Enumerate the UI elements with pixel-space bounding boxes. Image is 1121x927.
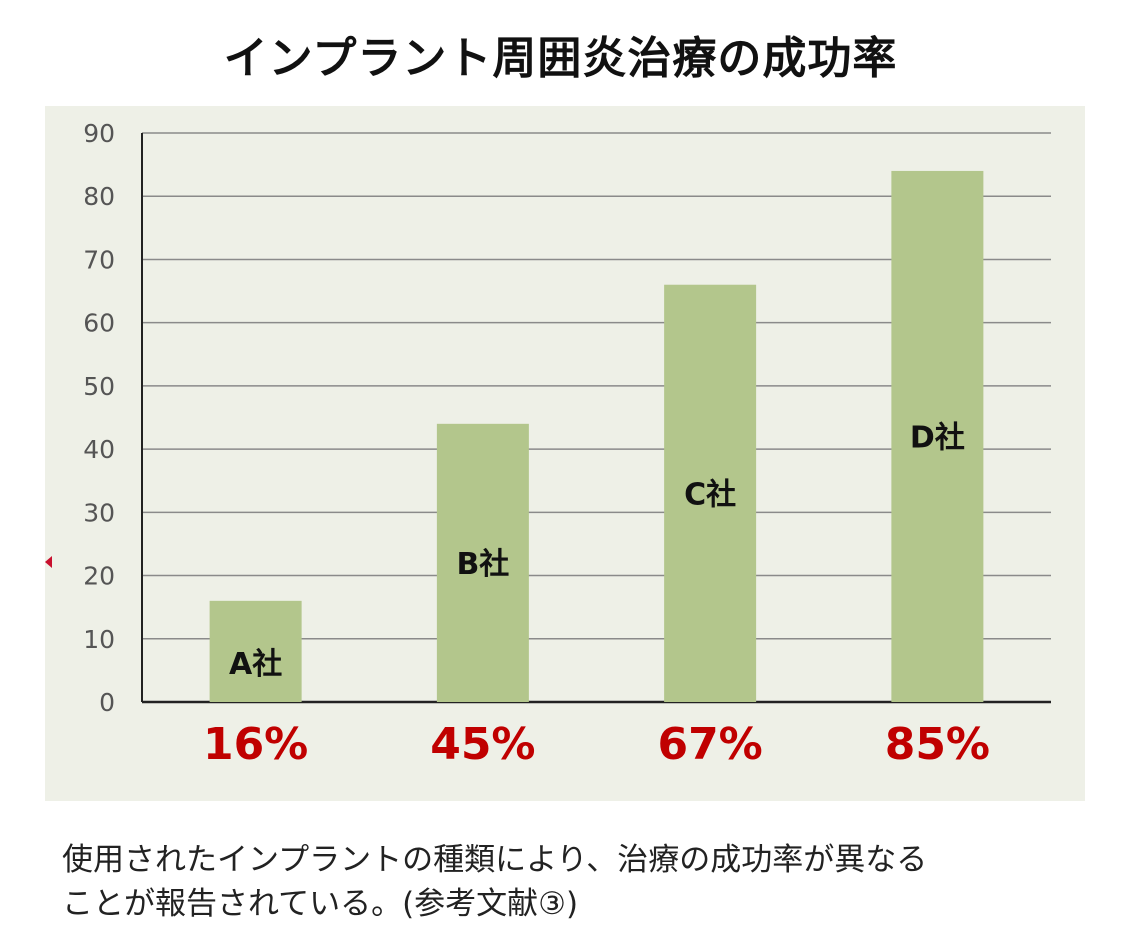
bar-3 (664, 284, 757, 702)
bar-1 (209, 600, 302, 702)
bar-4 (891, 170, 984, 702)
percent-label: 16% (203, 719, 308, 770)
chart-title: インプラント周囲炎治療の成功率 (223, 33, 898, 84)
y-tick-label: 80 (83, 182, 115, 211)
percent-label: 45% (430, 719, 535, 770)
y-tick-label: 90 (83, 119, 115, 148)
category-label: D社 (910, 420, 965, 455)
percent-label: 67% (657, 719, 762, 770)
bar-2 (436, 423, 529, 702)
chart-caption: 使用されたインプラントの種類により、治療の成功率が異なる ことが報告されている。… (62, 842, 928, 922)
side-marker-icon (45, 556, 52, 568)
category-label: C社 (684, 477, 736, 512)
category-label: B社 (456, 547, 509, 582)
y-tick-label: 10 (83, 625, 115, 654)
y-tick-label: 0 (99, 688, 115, 717)
y-tick-label: 50 (83, 372, 115, 401)
y-tick-label: 70 (83, 245, 115, 274)
bar-chart: 0 10 20 30 40 50 60 70 80 90 A社 16% B社 45% C社 67% D社 85% (83, 119, 1051, 770)
chart-panel: 0 10 20 30 40 50 60 70 80 90 A社 16% B社 45% C社 67% D社 85% (45, 106, 1085, 801)
y-tick-label: 60 (83, 309, 115, 338)
percent-label: 85% (885, 719, 990, 770)
y-tick-label: 30 (83, 498, 115, 527)
y-tick-label: 40 (83, 435, 115, 464)
y-tick-label: 20 (83, 562, 115, 591)
category-label: A社 (229, 647, 282, 682)
